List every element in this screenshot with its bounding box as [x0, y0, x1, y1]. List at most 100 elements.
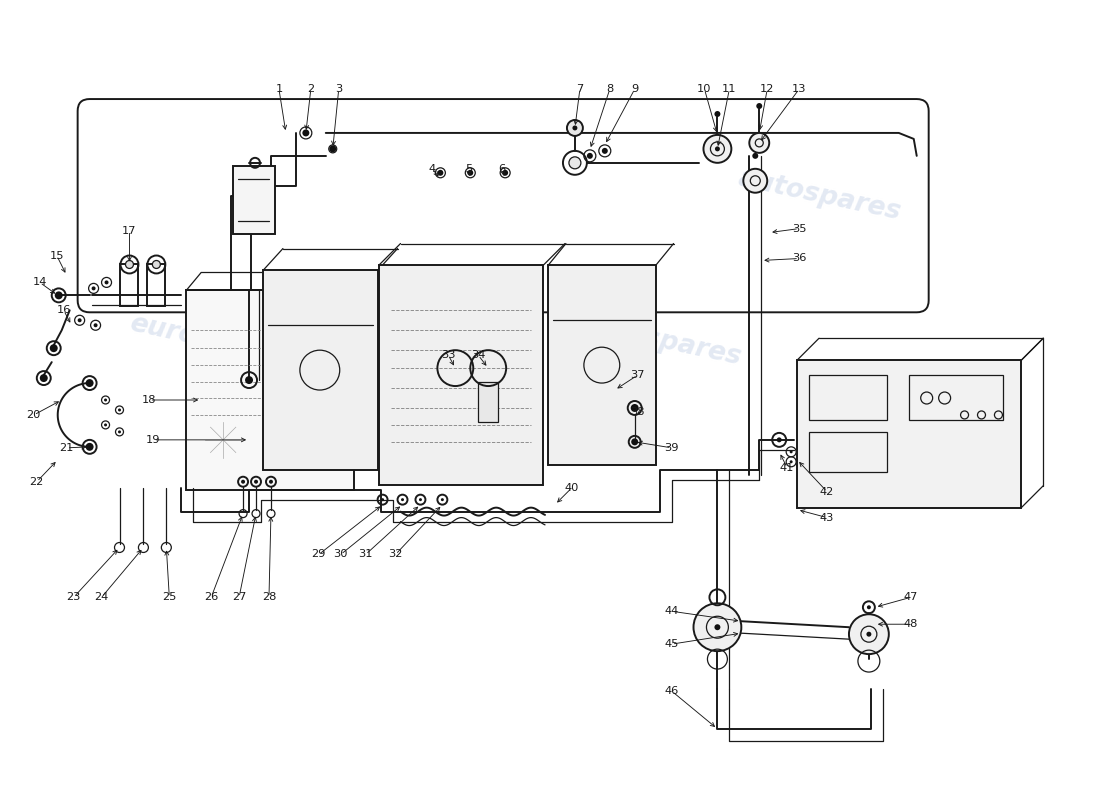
Circle shape — [693, 603, 741, 651]
Circle shape — [329, 146, 337, 152]
Text: 24: 24 — [95, 592, 109, 602]
Circle shape — [104, 281, 109, 285]
Text: 48: 48 — [903, 619, 917, 630]
Circle shape — [744, 169, 767, 193]
Circle shape — [118, 430, 121, 434]
Circle shape — [566, 120, 583, 136]
Bar — [233, 166, 275, 234]
Text: 38: 38 — [630, 407, 645, 417]
Text: 31: 31 — [359, 550, 373, 559]
Text: 13: 13 — [792, 84, 806, 94]
Circle shape — [402, 498, 404, 501]
Circle shape — [245, 376, 253, 384]
Text: 30: 30 — [333, 550, 348, 559]
Text: autospares: autospares — [735, 166, 903, 226]
Text: 11: 11 — [722, 84, 737, 94]
Circle shape — [714, 111, 720, 117]
Circle shape — [714, 624, 720, 630]
Text: 34: 34 — [471, 350, 485, 360]
Text: 19: 19 — [146, 435, 161, 445]
Text: 21: 21 — [59, 443, 74, 453]
Text: 37: 37 — [630, 370, 645, 380]
Circle shape — [441, 498, 444, 501]
Text: 45: 45 — [664, 639, 679, 649]
Bar — [798, 360, 1022, 508]
Text: 18: 18 — [142, 395, 156, 405]
Circle shape — [94, 323, 98, 327]
Text: 35: 35 — [792, 223, 806, 234]
Circle shape — [790, 460, 793, 463]
Circle shape — [749, 133, 769, 153]
Circle shape — [849, 614, 889, 654]
Circle shape — [867, 632, 871, 637]
Circle shape — [777, 438, 782, 442]
Circle shape — [40, 374, 47, 382]
Bar — [378, 266, 543, 485]
Text: 29: 29 — [311, 550, 326, 559]
Text: 47: 47 — [903, 592, 917, 602]
Circle shape — [55, 291, 63, 299]
Text: 27: 27 — [232, 592, 246, 602]
Text: 7: 7 — [576, 84, 583, 94]
Text: 33: 33 — [441, 350, 455, 360]
Text: 1: 1 — [275, 84, 283, 94]
Text: 23: 23 — [66, 592, 80, 602]
Circle shape — [118, 409, 121, 411]
Text: 5: 5 — [464, 164, 472, 174]
Text: 17: 17 — [122, 226, 136, 235]
Circle shape — [569, 157, 581, 169]
Text: 20: 20 — [26, 410, 41, 420]
Circle shape — [631, 438, 638, 446]
Text: 12: 12 — [760, 84, 774, 94]
Circle shape — [752, 153, 758, 159]
Circle shape — [790, 450, 793, 454]
Circle shape — [270, 480, 273, 484]
Text: 39: 39 — [664, 443, 679, 453]
Circle shape — [757, 103, 762, 109]
Circle shape — [86, 443, 94, 451]
Text: eurospares: eurospares — [126, 310, 296, 370]
Circle shape — [302, 130, 309, 137]
Circle shape — [503, 170, 508, 176]
Circle shape — [241, 480, 245, 484]
Circle shape — [438, 170, 443, 176]
Text: 9: 9 — [631, 84, 638, 94]
Circle shape — [715, 146, 719, 151]
Text: 28: 28 — [262, 592, 276, 602]
Circle shape — [419, 498, 422, 501]
Text: 36: 36 — [792, 254, 806, 263]
Text: 2: 2 — [307, 84, 315, 94]
Text: 14: 14 — [33, 278, 47, 287]
Text: 46: 46 — [664, 686, 679, 696]
Circle shape — [630, 404, 639, 412]
Circle shape — [468, 170, 473, 176]
Circle shape — [104, 423, 107, 426]
Circle shape — [86, 379, 94, 387]
Circle shape — [867, 606, 871, 610]
Bar — [147, 265, 165, 306]
Bar — [810, 375, 887, 420]
Circle shape — [153, 261, 161, 269]
Text: 41: 41 — [780, 462, 794, 473]
Circle shape — [602, 148, 608, 154]
Text: 26: 26 — [205, 592, 218, 602]
Text: 40: 40 — [564, 482, 579, 493]
Bar — [909, 375, 1003, 420]
Text: 3: 3 — [336, 84, 342, 94]
Bar — [121, 265, 139, 306]
Text: 10: 10 — [697, 84, 712, 94]
Text: 44: 44 — [664, 606, 679, 616]
Text: eurospares: eurospares — [575, 310, 744, 370]
Text: 42: 42 — [820, 486, 834, 497]
Bar — [263, 270, 377, 470]
Bar — [548, 266, 656, 465]
Circle shape — [91, 286, 96, 290]
Circle shape — [50, 344, 57, 352]
Circle shape — [704, 135, 732, 163]
Circle shape — [254, 480, 258, 484]
Circle shape — [572, 126, 578, 130]
Bar — [478, 382, 498, 422]
Bar — [186, 290, 354, 490]
Circle shape — [104, 398, 107, 402]
Text: 25: 25 — [162, 592, 176, 602]
